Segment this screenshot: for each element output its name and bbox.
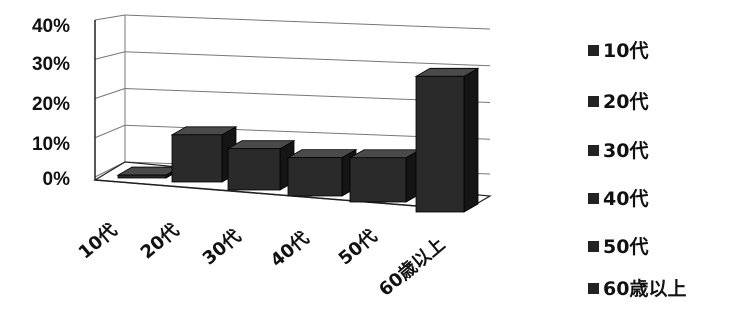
bar-front-4 [349,157,407,203]
bar-4 [348,149,422,203]
y-tick-label-3: 30% [32,54,70,75]
bar-3 [286,148,358,197]
legend-label-4: 50代 [603,236,648,258]
gridline-connector-1 [94,124,126,139]
category-label-3: 40代 [267,228,313,272]
bar-front-5 [415,75,465,213]
bar-2 [226,140,296,191]
legend-label-5: 60歳以上 [603,278,686,300]
legend-label-2: 30代 [603,140,648,162]
legend-label-1: 20代 [603,91,648,113]
y-tick-labels: 0% 10% 20% 30% 40% [32,16,70,190]
category-label-5: 60歳以上 [375,234,449,301]
axes [93,15,492,211]
y-tick-label-1: 10% [32,134,70,155]
x-axis-line [94,179,467,211]
gridline-4 [124,14,491,30]
legend-swatch-2 [588,145,599,156]
legend: 10代 20代 30代 40代 50代 60歳以上 [588,40,686,300]
bar-0 [116,166,182,179]
category-label-2: 30代 [199,226,245,270]
y-tick-label-2: 20% [32,94,70,115]
y-tick-label-0: 0% [43,169,71,190]
gridline-3 [124,51,491,67]
bar-front-1 [171,134,223,183]
gridline-connector-3 [94,51,126,60]
y-tick-label-4: 40% [32,16,70,37]
bar-front-0 [117,174,167,179]
legend-swatch-3 [588,193,599,204]
bar-front-3 [287,157,343,197]
legend-swatch-5 [588,283,599,294]
category-label-0: 10代 [75,220,121,264]
category-labels: 10代 20代 30代 40代 50代 60歳以上 [75,220,449,301]
gridline-connector-2 [94,88,126,99]
category-label-4: 50代 [335,226,381,270]
legend-label-3: 40代 [603,188,648,210]
legend-swatch-4 [588,241,599,252]
legend-label-0: 10代 [603,40,648,62]
bar-side-5 [463,67,479,213]
legend-swatch-0 [588,45,599,56]
bar-1 [170,126,238,183]
bars [116,67,480,213]
legend-swatch-1 [588,96,599,107]
category-label-1: 20代 [137,220,183,264]
gridline-connector-4 [94,14,126,21]
bar-front-2 [227,148,281,191]
bar-5 [414,67,480,213]
